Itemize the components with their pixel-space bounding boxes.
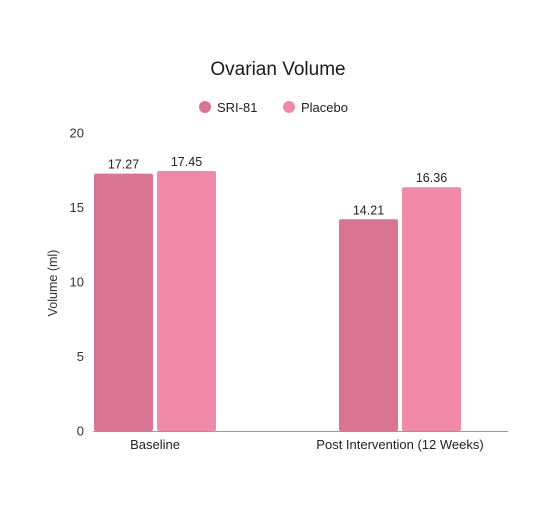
legend-swatch-placebo (283, 101, 295, 113)
bar-label-placebo-baseline: 17.45 (171, 155, 202, 169)
y-tick-label-15: 15 (70, 200, 84, 215)
bars (94, 170, 461, 431)
legend-swatch-sri-81 (199, 101, 211, 113)
legend-item-sri-81: SRI-81 (199, 100, 257, 115)
y-tick-label-0: 0 (77, 424, 84, 439)
bar-sri-81-post-intervention-12-weeks (339, 219, 398, 431)
bar-label-placebo-post-intervention-12-weeks: 16.36 (416, 171, 447, 185)
legend-label-placebo: Placebo (301, 100, 348, 115)
bar-placebo-baseline (157, 170, 216, 431)
x-axis-category-labels: Baseline Post Intervention (12 Weeks) (130, 437, 484, 452)
bar-placebo-post-intervention-12-weeks (402, 187, 461, 431)
bar-label-sri-81-post-intervention-12-weeks: 14.21 (353, 203, 384, 217)
x-category-label-baseline: Baseline (130, 437, 180, 452)
bar-value-labels: 17.27 17.45 14.21 16.36 (108, 155, 447, 217)
x-category-label-post-intervention-12-weeks: Post Intervention (12 Weeks) (316, 437, 483, 452)
y-axis-ticks: 0 5 10 15 20 (70, 126, 84, 439)
legend-label-sri-81: SRI-81 (217, 100, 257, 115)
bar-sri-81-baseline (94, 173, 153, 431)
y-tick-label-10: 10 (70, 275, 84, 290)
bar-label-sri-81-baseline: 17.27 (108, 158, 139, 172)
legend: SRI-81 Placebo (199, 100, 348, 115)
y-tick-label-20: 20 (70, 126, 84, 141)
y-axis-title: Volume (ml) (46, 250, 60, 317)
legend-item-placebo: Placebo (283, 100, 348, 115)
y-tick-label-5: 5 (77, 349, 84, 364)
chart-title: Ovarian Volume (210, 59, 345, 80)
